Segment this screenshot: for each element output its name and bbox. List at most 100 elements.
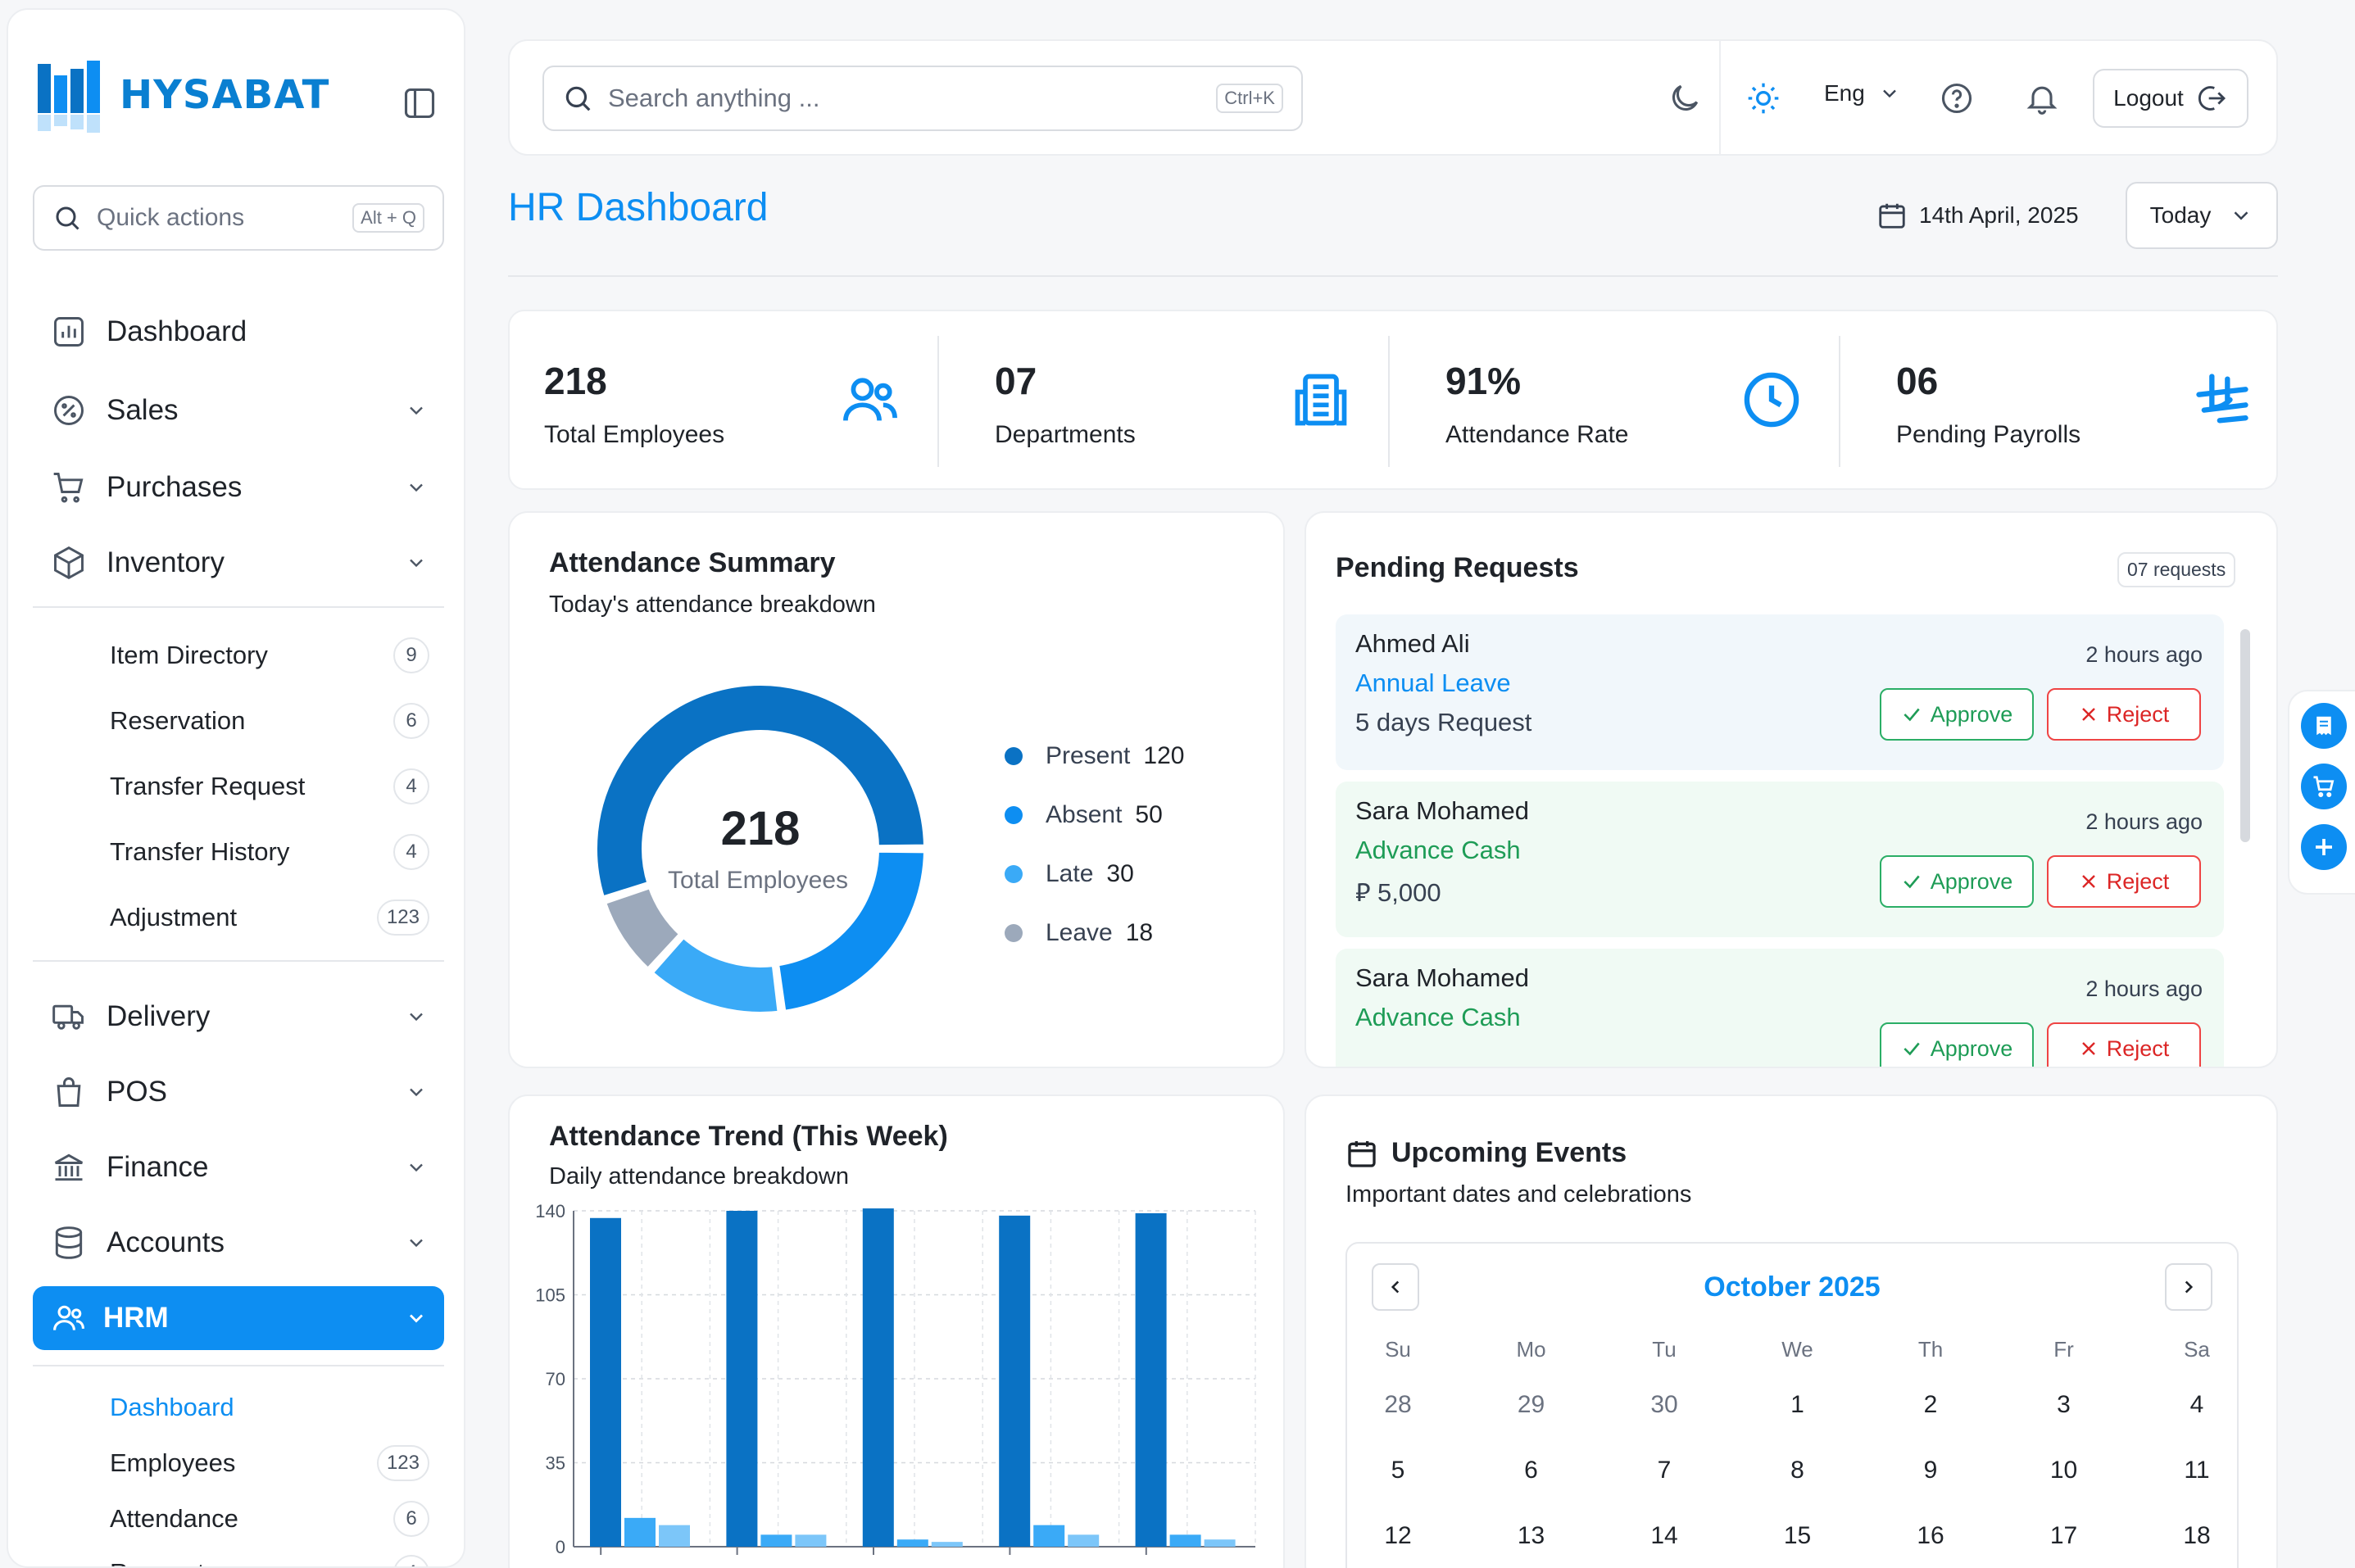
approve-button[interactable]: Approve <box>1880 688 2034 741</box>
calendar-day[interactable]: 3 <box>2057 1391 2071 1418</box>
topbar-divider <box>1719 41 1721 156</box>
calendar-day[interactable]: 15 <box>1783 1522 1812 1549</box>
chevron-left-icon <box>1391 1280 1400 1294</box>
calendar-day[interactable]: 16 <box>1917 1522 1944 1549</box>
calendar-day[interactable]: 14 <box>1650 1522 1678 1549</box>
help-icon[interactable] <box>1939 80 1975 116</box>
approve-button[interactable]: Approve <box>1880 855 2034 908</box>
legend-leave: Leave 18 <box>1005 919 1153 947</box>
top-bar: Search anything ... Ctrl+K Eng Logout <box>508 39 2278 156</box>
reject-button[interactable]: Reject <box>2047 1022 2201 1067</box>
calendar-day[interactable]: 8 <box>1790 1457 1804 1484</box>
calendar-day[interactable]: 17 <box>2049 1522 2078 1549</box>
nav-pos[interactable]: POS <box>33 1060 444 1124</box>
nav-label: POS <box>107 1076 167 1108</box>
nav-dashboard[interactable]: Dashboard <box>33 300 444 364</box>
cart-action-button[interactable] <box>2301 764 2347 809</box>
sub-item-transfer-request[interactable]: Transfer Request 4 <box>110 762 429 811</box>
chevron-right-icon <box>2185 1280 2194 1294</box>
calendar-day[interactable]: 29 <box>1517 1391 1545 1418</box>
calendar-day[interactable]: 13 <box>1517 1522 1545 1549</box>
y-tick-label: 0 <box>556 1537 565 1557</box>
calendar-day[interactable]: 18 <box>2183 1522 2211 1549</box>
nav-purchases[interactable]: Purchases <box>33 455 444 519</box>
calendar-day[interactable]: 4 <box>2189 1391 2204 1418</box>
card-title: Attendance Summary <box>549 547 836 578</box>
approve-label: Approve <box>1930 868 2013 894</box>
calendar-day[interactable]: 6 <box>1524 1457 1538 1484</box>
nav-accounts[interactable]: Accounts <box>33 1211 444 1275</box>
stat-departments: 07 Departments <box>960 311 1403 490</box>
nav-label: Delivery <box>107 1000 211 1032</box>
calendar-day[interactable]: 12 <box>1384 1522 1412 1549</box>
legend-value: 120 <box>1143 742 1185 769</box>
nav-delivery[interactable]: Delivery <box>33 985 444 1049</box>
sub-item-label: Attendance <box>110 1504 238 1533</box>
approve-button[interactable]: Approve <box>1880 1022 2034 1067</box>
calendar-day[interactable]: 28 <box>1384 1391 1412 1418</box>
check-icon <box>1904 875 1920 889</box>
moon-icon[interactable] <box>1667 80 1703 116</box>
calendar-day[interactable]: 2 <box>1923 1391 1938 1418</box>
language-select[interactable]: Eng <box>1824 80 1901 106</box>
sub-item-item-directory[interactable]: Item Directory 9 <box>110 631 429 680</box>
calendar-day[interactable]: 9 <box>1923 1457 1938 1484</box>
quick-actions-shortcut: Alt + Q <box>352 203 424 233</box>
sidebar-toggle-icon[interactable] <box>402 85 438 121</box>
stat-value: 07 <box>995 360 1037 402</box>
nav-label: Sales <box>107 394 179 426</box>
sub-item-hrm-dashboard[interactable]: Dashboard <box>110 1383 429 1432</box>
requests-count-badge: 07 requests <box>2117 552 2236 587</box>
sub-item-employees[interactable]: Employees 123 <box>110 1439 429 1488</box>
currency-icon <box>2196 374 2248 424</box>
calendar-prev-button[interactable] <box>1372 1263 1419 1311</box>
brand-logo[interactable]: HYSABAT <box>36 56 329 134</box>
sub-item-reservation[interactable]: Reservation 6 <box>110 696 429 745</box>
date-range-select[interactable]: Today <box>2126 182 2278 249</box>
cart-icon <box>53 473 84 503</box>
logo-bars-icon <box>38 61 100 133</box>
percent-icon <box>54 396 84 425</box>
stat-total-employees: 218 Total Employees <box>510 311 952 490</box>
count-badge: 123 <box>376 1445 429 1481</box>
sun-icon[interactable] <box>1745 80 1781 116</box>
nav-sales[interactable]: Sales <box>33 378 444 442</box>
attendance-trend-chart: 0 35 70 105 140 <box>535 1203 1256 1557</box>
donut-slice-present <box>592 681 929 902</box>
legend-absent: Absent 50 <box>1005 801 1163 829</box>
sub-item-attendance[interactable]: Attendance 6 <box>110 1494 429 1543</box>
nav-hrm[interactable]: HRM <box>33 1286 444 1350</box>
calendar-day[interactable]: 1 <box>1790 1391 1804 1418</box>
sub-item-transfer-history[interactable]: Transfer History 4 <box>110 827 429 877</box>
calendar-next-button[interactable] <box>2165 1263 2212 1311</box>
calendar-day[interactable]: 5 <box>1391 1457 1405 1484</box>
nav-finance[interactable]: Finance <box>33 1135 444 1199</box>
quick-actions-input[interactable]: Quick actions Alt + Q <box>33 185 444 251</box>
request-type: Advance Cash <box>1355 1003 1521 1031</box>
reject-button[interactable]: Reject <box>2047 688 2201 741</box>
calendar: October 2025 Su Mo Tu We Th Fr Sa 28 29 30 1 2 3 4 5 6 7… <box>1345 1242 2239 1568</box>
bar <box>726 1211 758 1547</box>
legend-dot <box>1005 865 1023 883</box>
global-search-input[interactable]: Search anything ... Ctrl+K <box>542 66 1303 131</box>
requests-scrollbar[interactable] <box>2240 629 2250 842</box>
bell-icon[interactable] <box>2024 80 2060 116</box>
sub-item-requests[interactable]: Requests 4 <box>110 1548 429 1566</box>
reject-button[interactable]: Reject <box>2047 855 2201 908</box>
calendar-day[interactable]: 7 <box>1657 1457 1672 1484</box>
calendar-day[interactable]: 11 <box>2184 1457 2210 1484</box>
page-title: HR Dashboard <box>508 186 769 229</box>
date-range-label: Today <box>2149 202 2212 228</box>
nav-inventory[interactable]: Inventory <box>33 531 444 595</box>
request-name: Sara Mohamed <box>1355 796 1529 825</box>
receipt-action-button[interactable] <box>2301 703 2347 749</box>
sub-item-adjustment[interactable]: Adjustment 123 <box>110 893 429 942</box>
calendar-day[interactable]: 30 <box>1650 1391 1678 1418</box>
logout-button[interactable]: Logout <box>2093 69 2248 128</box>
donut-slice-late <box>647 932 783 1017</box>
sub-item-label: Item Directory <box>110 641 268 669</box>
reject-label: Reject <box>2106 1036 2170 1061</box>
add-action-button[interactable] <box>2301 824 2347 870</box>
chevron-down-icon <box>2234 211 2248 220</box>
calendar-day[interactable]: 10 <box>2049 1457 2078 1484</box>
